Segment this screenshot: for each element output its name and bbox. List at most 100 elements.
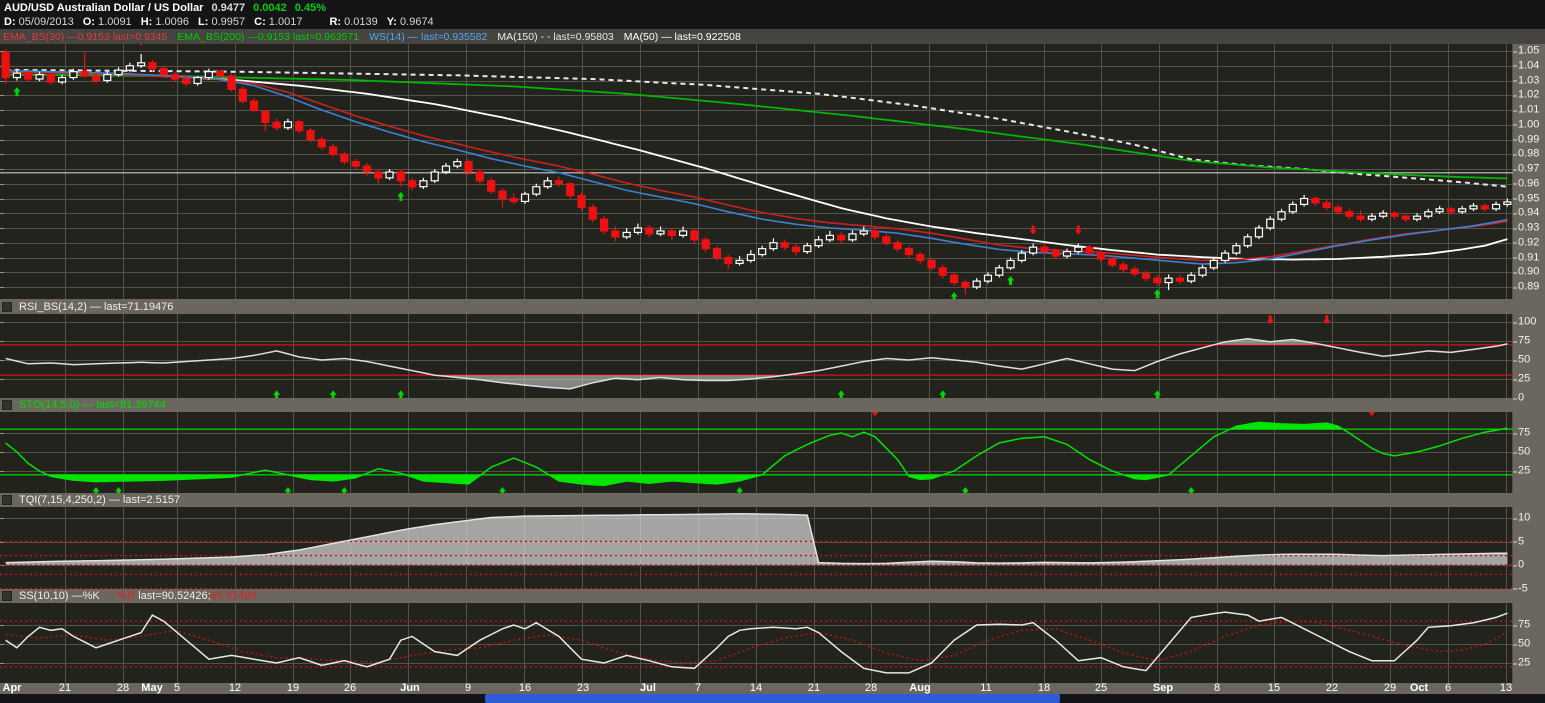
main-price-axis[interactable]: 1.05 1.04 1.03 1.02 1.01 1.00 0.99 0.98 0.97 0.96… xyxy=(1512,44,1545,299)
rsi-panel-header[interactable]: RSI_BS(14,2) — last=71.19476 xyxy=(0,299,1545,314)
axis-tick-label: 0.95 xyxy=(1512,192,1540,204)
time-axis-label: 23 xyxy=(576,682,590,694)
ohlc-field: R: 0.0139 xyxy=(329,16,378,28)
panel-handle-icon[interactable] xyxy=(2,591,12,601)
price-change-pct: 0.45% xyxy=(294,1,326,14)
time-axis-label: 21 xyxy=(807,682,821,694)
axis-tick-label: 25 xyxy=(1512,464,1531,477)
time-axis-label: 28 xyxy=(864,682,878,694)
axis-tick-label: 0.98 xyxy=(1512,147,1540,160)
axis-tick-label: 10 xyxy=(1512,511,1531,524)
time-axis-label: 5 xyxy=(173,682,181,694)
axis-tick-label: 25 xyxy=(1512,372,1531,385)
axis-tick-label: 25 xyxy=(1512,656,1531,669)
axis-tick-label: 1.01 xyxy=(1512,103,1540,116)
axis-tick-label: 0.93 xyxy=(1512,221,1540,234)
axis-tick-label: 1.02 xyxy=(1512,88,1540,101)
main-chart-row: 1.05 1.04 1.03 1.02 1.01 1.00 0.99 0.98 0.97 0.96… xyxy=(0,44,1545,299)
panel-handle-icon[interactable] xyxy=(2,301,12,312)
panel-handle-icon[interactable] xyxy=(2,495,12,505)
last-price: 0.9477 xyxy=(211,1,246,14)
time-axis-label: 15 xyxy=(1267,682,1281,694)
ohlc-field: C: 1.0017 xyxy=(254,16,303,28)
ohlc-field: O: 1.0091 xyxy=(82,16,132,28)
symbol-header: AUD/USD Australian Dollar / US Dollar 0.… xyxy=(0,0,1545,15)
ss-panel-row: 75 50 25 xyxy=(0,603,1545,683)
axis-tick-label: 50 xyxy=(1512,445,1531,458)
time-axis-label: 7 xyxy=(694,682,702,694)
indicator-label-segment: ····%D xyxy=(102,590,139,602)
legend-item[interactable]: WS(14) — last=0.935582 xyxy=(369,30,488,43)
ss-plot[interactable] xyxy=(0,603,1513,683)
axis-tick-label: 0.94 xyxy=(1512,206,1540,219)
tqi-panel-header[interactable]: TQI(7,15,4,250,2) — last=2.5157 xyxy=(0,493,1545,507)
legend-item[interactable]: MA(150) - - last=0.95803 xyxy=(497,30,614,43)
ohlc-field: D: 05/09/2013 xyxy=(4,16,74,28)
sto-axis[interactable]: 75 50 25 xyxy=(1512,412,1545,493)
rsi-axis[interactable]: 100 75 50 25 0 xyxy=(1512,314,1545,403)
ss-panel-label[interactable]: SS(10,10) —%K ····%D last=90.52426;65.91… xyxy=(19,590,257,602)
sto-panel-header[interactable]: STO(14,5,0) — last=81.36744 xyxy=(0,398,1545,412)
axis-tick-label: 1.03 xyxy=(1512,74,1540,86)
rsi-plot[interactable] xyxy=(0,314,1513,398)
time-axis-label: 19 xyxy=(286,682,300,694)
time-axis-label: Jul xyxy=(640,682,656,694)
time-axis-label: 6 xyxy=(1444,682,1452,694)
axis-tick-label: 1.04 xyxy=(1512,59,1540,72)
axis-tick-label: 0.89 xyxy=(1512,280,1540,293)
legend-item[interactable]: MA(50) — last=0.922508 xyxy=(623,30,741,43)
axis-tick-label: 0.90 xyxy=(1512,265,1540,278)
ohlc-readout: D: 05/09/2013 O: 1.0091 H: 1.0096 L: 0.9957… xyxy=(0,15,1545,29)
time-axis[interactable]: Apr 21 28 May 5 12 19 26 Jun 9 16 23 Jul 7 14 21 28 Aug 11… xyxy=(0,683,1545,694)
tqi-plot[interactable] xyxy=(0,507,1513,589)
axis-tick-label: 0.97 xyxy=(1512,162,1540,175)
axis-tick-label: 75 xyxy=(1512,426,1531,439)
time-axis-label: Oct xyxy=(1409,682,1429,694)
axis-tick-label: 50 xyxy=(1512,353,1531,366)
panel-handle-icon[interactable] xyxy=(2,400,12,410)
legend-item[interactable]: EMA_BS(200) —0.9153 last=0.963571 xyxy=(177,30,360,43)
legend-item[interactable]: EMA_BS(30) —0.9153 last=0.9345 xyxy=(3,30,168,43)
rsi-panel-label[interactable]: RSI_BS(14,2) — last=71.19476 xyxy=(19,301,173,313)
axis-tick-label: 0.91 xyxy=(1512,251,1540,263)
time-axis-label: Apr xyxy=(2,682,22,694)
time-axis-label: 9 xyxy=(464,682,472,694)
indicator-label-segment: STO(14,5,0) — last=81.36744 xyxy=(19,399,166,411)
ss-axis[interactable]: 75 50 25 xyxy=(1512,603,1545,683)
overlay-legend: EMA_BS(30) —0.9153 last=0.9345 EMA_BS(200… xyxy=(0,29,1545,44)
axis-tick-label: 50 xyxy=(1512,637,1531,650)
tqi-panel-label[interactable]: TQI(7,15,4,250,2) — last=2.5157 xyxy=(19,494,180,506)
time-axis-label: 22 xyxy=(1325,682,1339,694)
time-axis-label: Aug xyxy=(909,682,931,694)
ohlc-field: H: 1.0096 xyxy=(140,16,190,28)
indicator-label-segment: TQI(7,15,4,250,2) — last=2.5157 xyxy=(19,494,181,506)
time-axis-label: 12 xyxy=(228,682,242,694)
tqi-panel-row: 10 5 0 -5 xyxy=(0,507,1545,594)
time-axis-label: 13 xyxy=(1499,682,1513,694)
time-axis-label: 11 xyxy=(980,682,992,694)
time-axis-label: 8 xyxy=(1213,682,1221,694)
time-axis-label: Sep xyxy=(1152,682,1174,694)
sto-panel-row: 75 50 25 xyxy=(0,412,1545,493)
time-axis-label: 21 xyxy=(58,682,72,694)
time-axis-label: 26 xyxy=(343,682,357,694)
axis-tick-label: 0.96 xyxy=(1512,177,1540,190)
horizontal-scrollbar[interactable] xyxy=(0,694,1545,703)
scrollbar-thumb[interactable] xyxy=(485,694,1060,703)
axis-tick-label: 0.92 xyxy=(1512,236,1540,249)
axis-tick-label: 0 xyxy=(1512,558,1525,571)
axis-tick-label: -5 xyxy=(1513,582,1528,594)
indicator-label-segment: RSI_BS(14,2) — last=71.19476 xyxy=(19,300,174,313)
ss-panel-header[interactable]: SS(10,10) —%K ····%D last=90.52426;65.91… xyxy=(0,589,1545,603)
axis-tick-label: 5 xyxy=(1512,535,1525,547)
ohlc-field: L: 0.9957 xyxy=(198,16,246,28)
symbol-title: AUD/USD Australian Dollar / US Dollar xyxy=(4,1,204,14)
axis-tick-label: 0 xyxy=(1512,391,1525,404)
sto-plot[interactable] xyxy=(0,412,1513,493)
sto-panel-label[interactable]: STO(14,5,0) — last=81.36744 xyxy=(19,399,166,411)
axis-tick-label: 75 xyxy=(1512,334,1531,347)
tqi-axis[interactable]: 10 5 0 -5 xyxy=(1512,507,1545,594)
time-axis-label: 29 xyxy=(1383,682,1397,694)
time-axis-label: 18 xyxy=(1037,682,1051,694)
main-chart-plot[interactable] xyxy=(0,44,1513,299)
